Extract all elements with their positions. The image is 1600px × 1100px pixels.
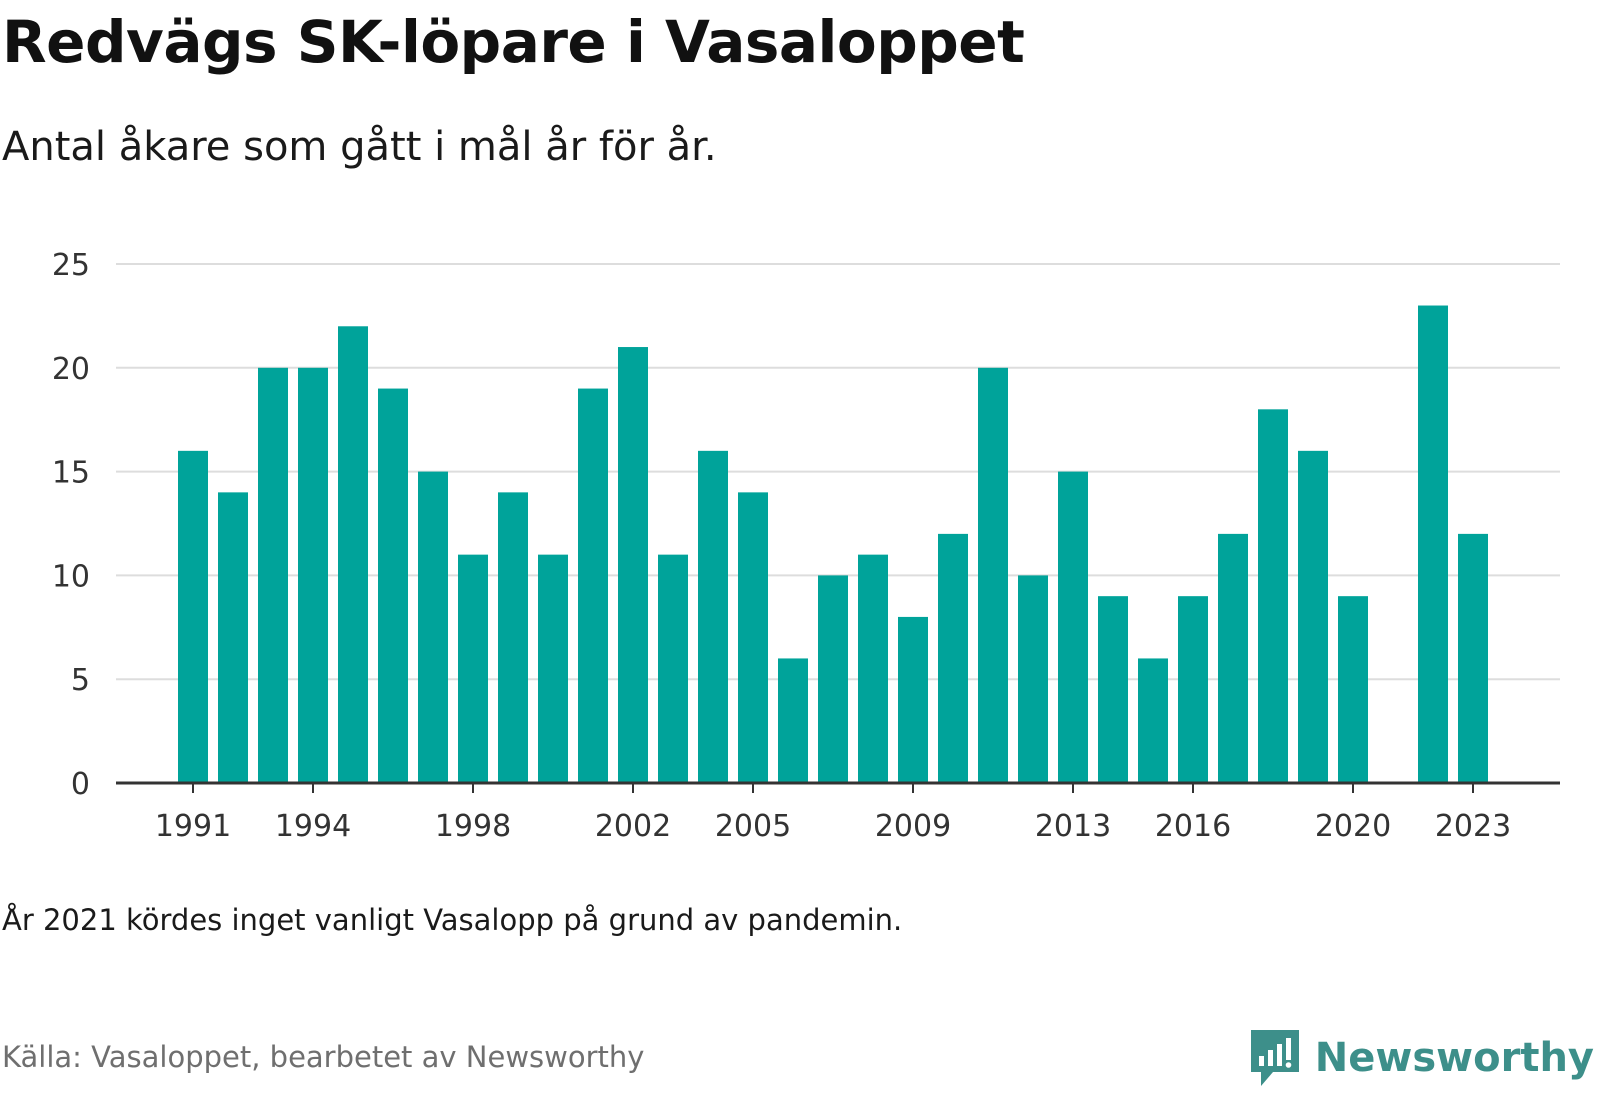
y-tick-label-5: 5 bbox=[71, 663, 90, 698]
x-tick-label-2005: 2005 bbox=[715, 809, 791, 844]
bar-1998 bbox=[458, 554, 488, 783]
bars bbox=[178, 305, 1488, 783]
x-tick-label-1991: 1991 bbox=[155, 809, 231, 844]
chart-title: Redvägs SK-löpare i Vasaloppet bbox=[2, 8, 1025, 76]
bar-1991 bbox=[178, 450, 208, 783]
bar-2007 bbox=[818, 575, 848, 783]
y-tick-label-0: 0 bbox=[71, 767, 90, 802]
x-tick-label-2002: 2002 bbox=[595, 809, 671, 844]
bar-2004 bbox=[698, 450, 728, 783]
y-tick-label-15: 15 bbox=[52, 456, 90, 491]
footnote: År 2021 kördes inget vanligt Vasalopp på… bbox=[2, 903, 903, 937]
bar-2001 bbox=[578, 388, 608, 783]
x-tick-label-2009: 2009 bbox=[875, 809, 951, 844]
bar-1992 bbox=[218, 492, 248, 783]
bar-2000 bbox=[538, 554, 568, 783]
y-tick-label-20: 20 bbox=[52, 352, 90, 387]
bar-chart: 0 5 10 15 20 25 1991 1994 1998 2002 2005 2009 2013 2… bbox=[52, 248, 1560, 844]
bar-2014 bbox=[1098, 596, 1128, 783]
x-tick-label-1994: 1994 bbox=[275, 809, 351, 844]
bar-2011 bbox=[978, 367, 1008, 783]
bar-2019 bbox=[1298, 450, 1328, 783]
x-tick-label-2023: 2023 bbox=[1435, 809, 1511, 844]
brand-logo[interactable]: Newsworthy bbox=[1247, 1028, 1594, 1088]
x-tick-label-2013: 2013 bbox=[1035, 809, 1111, 844]
bar-2002 bbox=[618, 347, 648, 783]
y-axis-tick-labels: 0 5 10 15 20 25 bbox=[52, 248, 90, 802]
bar-1997 bbox=[418, 471, 448, 783]
bar-2023 bbox=[1458, 533, 1488, 783]
bar-2016 bbox=[1178, 596, 1208, 783]
y-tick-label-10: 10 bbox=[52, 559, 90, 594]
bar-1999 bbox=[498, 492, 528, 783]
x-tick-label-1998: 1998 bbox=[435, 809, 511, 844]
x-axis-ticks: 1991 1994 1998 2002 2005 2009 2013 2016 2020 2023 bbox=[155, 783, 1511, 844]
bar-1994 bbox=[298, 367, 328, 783]
bar-2003 bbox=[658, 554, 688, 783]
source-text: Källa: Vasaloppet, bearbetet av Newswort… bbox=[2, 1040, 645, 1074]
bar-2008 bbox=[858, 554, 888, 783]
x-tick-label-2016: 2016 bbox=[1155, 809, 1231, 844]
bar-1993 bbox=[258, 367, 288, 783]
bar-2005 bbox=[738, 492, 768, 783]
bar-1996 bbox=[378, 388, 408, 783]
bar-2017 bbox=[1218, 533, 1248, 783]
bar-2015 bbox=[1138, 658, 1168, 783]
bar-1995 bbox=[338, 326, 368, 783]
bar-2006 bbox=[778, 658, 808, 783]
bar-2020 bbox=[1338, 596, 1368, 783]
bar-2013 bbox=[1058, 471, 1088, 783]
bar-2022 bbox=[1418, 305, 1448, 783]
bar-2012 bbox=[1018, 575, 1048, 783]
bar-2010 bbox=[938, 533, 968, 783]
bar-2018 bbox=[1258, 409, 1288, 783]
y-tick-label-25: 25 bbox=[52, 248, 90, 283]
newsworthy-logo-icon bbox=[1250, 1030, 1299, 1086]
bar-2009 bbox=[898, 616, 928, 783]
x-tick-label-2020: 2020 bbox=[1315, 809, 1391, 844]
chart-subtitle: Antal åkare som gått i mål år för år. bbox=[2, 124, 717, 170]
brand-name: Newsworthy bbox=[1314, 1035, 1594, 1081]
